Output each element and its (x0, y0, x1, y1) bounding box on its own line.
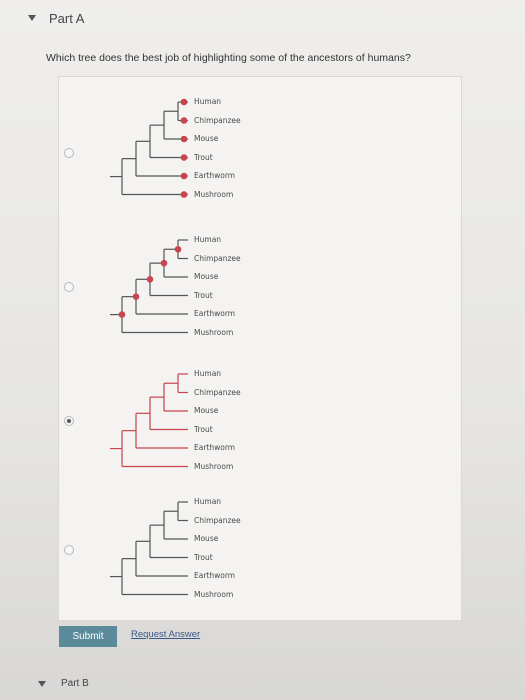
internal-node-dot-5 (118, 311, 126, 318)
leaf-label-mushroom: Mushroom (194, 189, 234, 199)
leaf-dot-mushroom (180, 191, 188, 198)
leaf-label-human: Human (194, 497, 222, 506)
part-b-header[interactable]: Part B (38, 678, 89, 689)
leaf-label-human: Human (194, 235, 222, 244)
leaf-label-mouse: Mouse (194, 534, 219, 543)
leaf-label-mushroom: Mushroom (194, 461, 234, 471)
leaf-label-human: Human (194, 97, 222, 106)
internal-node-dot-2 (160, 259, 168, 267)
leaf-label-trout: Trout (194, 552, 213, 562)
internal-node-dot-3 (146, 276, 154, 283)
leaf-dot-mouse (180, 135, 188, 143)
answer-radio-4[interactable] (64, 545, 74, 555)
leaf-label-human: Human (194, 369, 222, 378)
collapse-caret-icon[interactable] (28, 15, 36, 21)
leaf-label-earthworm: Earthworm (194, 443, 236, 452)
leaf-dot-chimpanzee (180, 117, 188, 124)
part-a-header[interactable]: Part A (28, 8, 84, 28)
part-a-title: Part A (49, 10, 85, 26)
part-b-title: Part B (61, 678, 89, 689)
leaf-label-mushroom: Mushroom (194, 327, 234, 337)
leaf-label-trout: Trout (194, 152, 213, 162)
leaf-label-earthworm: Earthworm (194, 309, 236, 318)
question-text: Which tree does the best job of highligh… (46, 52, 411, 64)
answer-radio-3[interactable] (64, 416, 74, 426)
leaf-label-earthworm: Earthworm (194, 171, 236, 180)
answer-choices-panel (58, 76, 462, 621)
leaf-label-chimpanzee: Chimpanzee (194, 253, 241, 263)
leaf-label-mouse: Mouse (194, 134, 219, 143)
leaf-label-chimpanzee: Chimpanzee (194, 515, 241, 525)
leaf-dot-earthworm (180, 172, 188, 180)
answer-radio-2[interactable] (64, 282, 74, 292)
leaf-label-mouse: Mouse (194, 406, 219, 415)
internal-node-dot-4 (132, 293, 140, 300)
leaf-dot-trout (180, 154, 188, 161)
internal-node-dot-1 (174, 245, 182, 253)
answer-radio-1[interactable] (64, 148, 74, 158)
submit-button[interactable]: Submit (59, 626, 117, 647)
leaf-dot-human (180, 98, 188, 106)
leaf-label-trout: Trout (194, 424, 213, 434)
leaf-label-earthworm: Earthworm (194, 571, 236, 580)
leaf-label-chimpanzee: Chimpanzee (194, 387, 241, 397)
leaf-label-chimpanzee: Chimpanzee (194, 115, 241, 125)
expand-caret-icon[interactable] (38, 680, 46, 687)
leaf-label-trout: Trout (194, 290, 213, 300)
request-answer-link[interactable]: Request Answer (131, 629, 201, 640)
leaf-label-mushroom: Mushroom (194, 589, 234, 599)
leaf-label-mouse: Mouse (194, 272, 219, 281)
